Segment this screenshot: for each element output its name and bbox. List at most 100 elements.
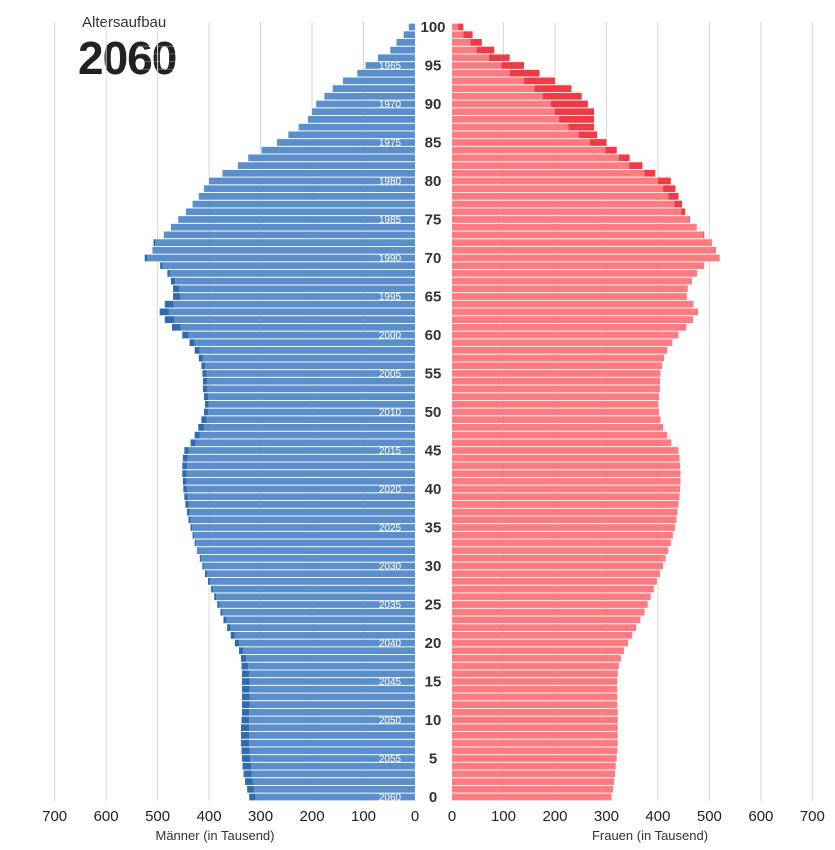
bar-men — [307, 116, 415, 123]
bar-men — [252, 778, 415, 785]
bar-men — [243, 647, 415, 655]
bar-women — [452, 778, 615, 785]
chart-title-year: 2060 — [78, 32, 177, 84]
bar-women — [452, 177, 658, 185]
bar-women — [452, 200, 675, 208]
bar-women — [452, 139, 590, 146]
bar-men — [190, 516, 415, 524]
birth-year-label: 1995 — [379, 292, 402, 303]
age-tick-label: 70 — [425, 250, 442, 267]
bar-women — [452, 208, 682, 216]
bar-women — [452, 693, 618, 701]
bar-women — [452, 262, 705, 270]
x-tick-label-women: 200 — [542, 808, 567, 825]
bar-men — [249, 701, 415, 708]
bar-men — [206, 370, 415, 377]
bar-women — [452, 285, 688, 293]
bar-men-surplus — [204, 400, 209, 408]
bar-men-surplus — [167, 270, 170, 277]
bar-men — [147, 254, 415, 262]
bar-women — [452, 732, 618, 739]
bar-women-surplus — [703, 231, 705, 239]
bar-men — [168, 308, 415, 316]
bar-women — [452, 639, 629, 647]
age-tick-label: 15 — [425, 674, 442, 691]
bar-women — [452, 701, 618, 708]
bar-women — [452, 785, 614, 793]
bar-men — [316, 100, 415, 108]
bar-women — [452, 578, 657, 585]
bar-women-surplus — [668, 193, 679, 200]
bar-men — [180, 293, 415, 300]
bar-men — [186, 477, 415, 485]
bar-women — [452, 308, 699, 316]
bar-women — [452, 246, 715, 254]
bar-men — [246, 655, 415, 662]
x-tick-label-men: 600 — [94, 808, 119, 825]
bar-women-surplus — [629, 162, 643, 169]
bar-men-surplus — [201, 362, 205, 370]
bar-men — [178, 216, 415, 223]
bar-men — [408, 23, 415, 31]
bar-women — [452, 793, 612, 801]
bar-men-surplus — [241, 716, 250, 724]
bar-women-surplus — [644, 169, 656, 177]
age-tick-label: 65 — [425, 289, 442, 306]
bar-men-surplus — [194, 347, 200, 354]
bar-men-surplus — [242, 678, 250, 685]
bar-men-surplus — [184, 493, 188, 501]
bar-women — [452, 116, 560, 123]
x-tick-label-women: 0 — [448, 808, 456, 825]
bar-women — [452, 416, 661, 424]
bar-women-surplus — [605, 146, 617, 154]
bar-women — [452, 46, 477, 54]
x-tick-label-men: 400 — [197, 808, 222, 825]
bar-women — [452, 77, 525, 85]
x-tick-label-women: 400 — [645, 808, 670, 825]
bar-men-surplus — [223, 616, 227, 624]
bar-women-surplus — [714, 246, 716, 254]
bar-men — [186, 485, 415, 493]
bar-men-surplus — [173, 293, 181, 300]
bar-women-surplus — [550, 100, 588, 108]
bar-men — [377, 54, 415, 62]
bar-women — [452, 755, 617, 762]
birth-year-label: 2045 — [379, 677, 402, 688]
bar-men-surplus — [173, 285, 180, 293]
bar-men — [152, 246, 415, 254]
bar-men-surplus — [203, 408, 209, 416]
bar-men-surplus — [198, 424, 204, 431]
bar-men-surplus — [208, 578, 211, 585]
x-tick-label-men: 0 — [411, 808, 419, 825]
bar-men-surplus — [172, 323, 181, 331]
bar-women-surplus — [458, 23, 464, 31]
bar-women — [452, 462, 681, 470]
bar-women — [452, 716, 618, 724]
birth-year-label: 1975 — [379, 138, 402, 149]
bar-women — [452, 439, 672, 447]
labels: 0510152025303540455055606570758085909510… — [42, 19, 825, 843]
bar-men — [249, 716, 415, 724]
bar-men — [198, 547, 415, 554]
bar-men-surplus — [249, 793, 256, 801]
bar-men — [199, 347, 415, 354]
bar-men-surplus — [202, 377, 208, 385]
bar-women — [452, 100, 551, 108]
bar-men — [186, 470, 415, 477]
bar-men — [203, 424, 415, 431]
bar-men — [210, 578, 415, 585]
bar-men — [249, 670, 415, 678]
bar-women — [452, 447, 679, 454]
bar-women — [452, 323, 687, 331]
bar-men-surplus — [186, 508, 190, 516]
bar-men — [198, 193, 415, 200]
bar-women — [452, 424, 664, 431]
bar-men-surplus — [164, 316, 175, 323]
bar-men — [180, 323, 415, 331]
bar-women — [452, 554, 666, 562]
bar-women — [452, 169, 645, 177]
bar-men — [249, 678, 415, 685]
bar-women-surplus — [688, 216, 690, 223]
bar-women-surplus — [578, 131, 598, 139]
